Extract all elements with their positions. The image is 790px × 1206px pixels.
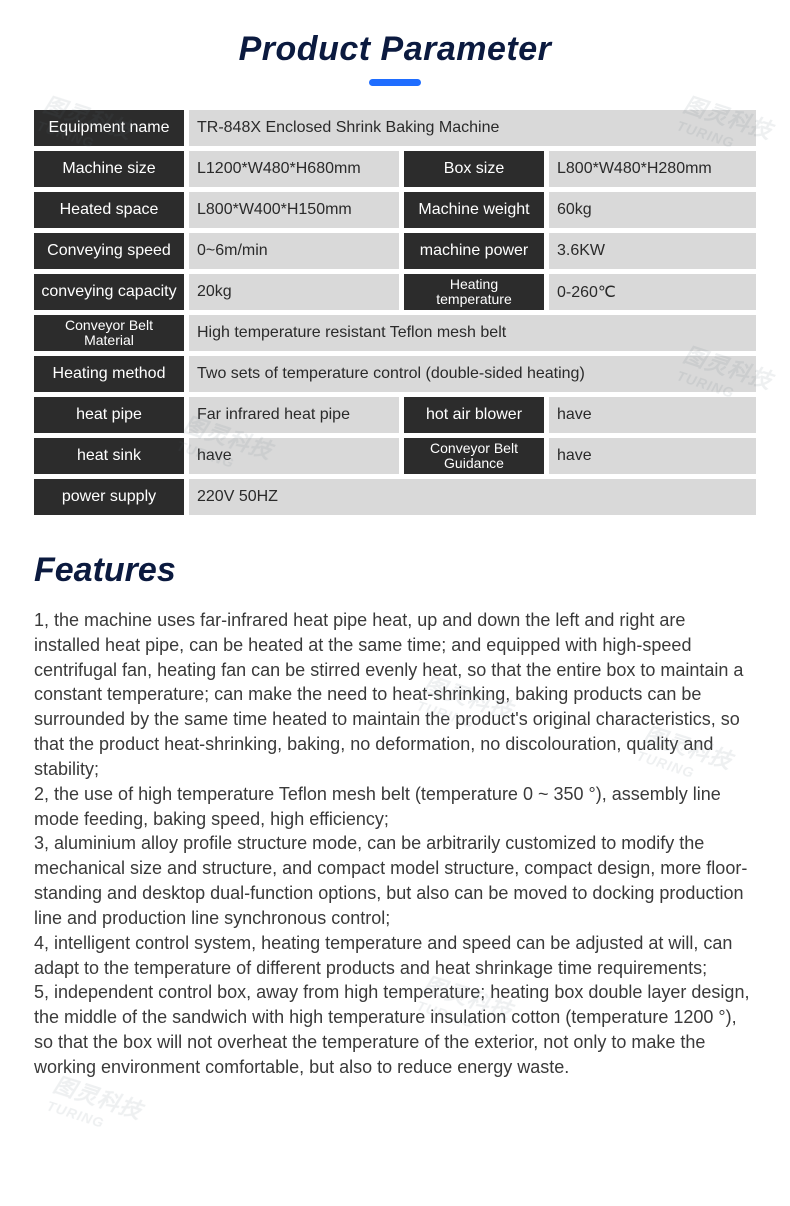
- table-row: Machine size L1200*W480*H680mm Box size …: [34, 151, 756, 187]
- label-heating-method: Heating method: [34, 356, 184, 392]
- value-heat-sink: have: [189, 438, 399, 474]
- value-machine-power: 3.6KW: [549, 233, 756, 269]
- label-line: Heating: [450, 277, 498, 292]
- page-title: Product Parameter: [34, 30, 756, 69]
- label-hot-air-blower: hot air blower: [404, 397, 544, 433]
- table-row: heat sink have Conveyor Belt Guidance ha…: [34, 438, 756, 474]
- features-heading: Features: [34, 551, 756, 590]
- label-machine-size: Machine size: [34, 151, 184, 187]
- value-heating-temperature: 0-260℃: [549, 274, 756, 310]
- label-line: Conveyor Belt: [65, 318, 153, 333]
- table-row: Equipment name TR-848X Enclosed Shrink B…: [34, 110, 756, 146]
- value-conveyor-belt-material: High temperature resistant Teflon mesh b…: [189, 315, 756, 351]
- table-row: Heating method Two sets of temperature c…: [34, 356, 756, 392]
- feature-item: 1, the machine uses far-infrared heat pi…: [34, 608, 756, 782]
- value-box-size: L800*W480*H280mm: [549, 151, 756, 187]
- label-machine-power: machine power: [404, 233, 544, 269]
- value-conveying-speed: 0~6m/min: [189, 233, 399, 269]
- feature-item: 2, the use of high temperature Teflon me…: [34, 782, 756, 832]
- title-underline: [369, 79, 421, 86]
- label-heat-sink: heat sink: [34, 438, 184, 474]
- label-machine-weight: Machine weight: [404, 192, 544, 228]
- feature-item: 5, independent control box, away from hi…: [34, 980, 756, 1079]
- value-equipment-name: TR-848X Enclosed Shrink Baking Machine: [189, 110, 756, 146]
- label-line: Material: [84, 333, 134, 348]
- value-machine-size: L1200*W480*H680mm: [189, 151, 399, 187]
- table-row: conveying capacity 20kg Heating temperat…: [34, 274, 756, 310]
- label-conveying-capacity: conveying capacity: [34, 274, 184, 310]
- table-row: power supply 220V 50HZ: [34, 479, 756, 515]
- table-row: Heated space L800*W400*H150mm Machine we…: [34, 192, 756, 228]
- value-conveyor-belt-guidance: have: [549, 438, 756, 474]
- label-box-size: Box size: [404, 151, 544, 187]
- label-conveying-speed: Conveying speed: [34, 233, 184, 269]
- label-heat-pipe: heat pipe: [34, 397, 184, 433]
- value-heat-pipe: Far infrared heat pipe: [189, 397, 399, 433]
- label-equipment-name: Equipment name: [34, 110, 184, 146]
- table-row: Conveying speed 0~6m/min machine power 3…: [34, 233, 756, 269]
- label-line: temperature: [436, 292, 511, 307]
- label-conveyor-belt-material: Conveyor Belt Material: [34, 315, 184, 351]
- parameter-table: Equipment name TR-848X Enclosed Shrink B…: [34, 110, 756, 515]
- features-body: 1, the machine uses far-infrared heat pi…: [34, 608, 756, 1080]
- label-power-supply: power supply: [34, 479, 184, 515]
- label-line: Guidance: [444, 456, 504, 471]
- value-heated-space: L800*W400*H150mm: [189, 192, 399, 228]
- value-heating-method: Two sets of temperature control (double-…: [189, 356, 756, 392]
- table-row: heat pipe Far infrared heat pipe hot air…: [34, 397, 756, 433]
- label-heated-space: Heated space: [34, 192, 184, 228]
- value-power-supply: 220V 50HZ: [189, 479, 756, 515]
- feature-item: 3, aluminium alloy profile structure mod…: [34, 831, 756, 930]
- label-conveyor-belt-guidance: Conveyor Belt Guidance: [404, 438, 544, 474]
- label-line: Conveyor Belt: [430, 441, 518, 456]
- feature-item: 4, intelligent control system, heating t…: [34, 931, 756, 981]
- value-hot-air-blower: have: [549, 397, 756, 433]
- value-machine-weight: 60kg: [549, 192, 756, 228]
- value-conveying-capacity: 20kg: [189, 274, 399, 310]
- table-row: Conveyor Belt Material High temperature …: [34, 315, 756, 351]
- label-heating-temperature: Heating temperature: [404, 274, 544, 310]
